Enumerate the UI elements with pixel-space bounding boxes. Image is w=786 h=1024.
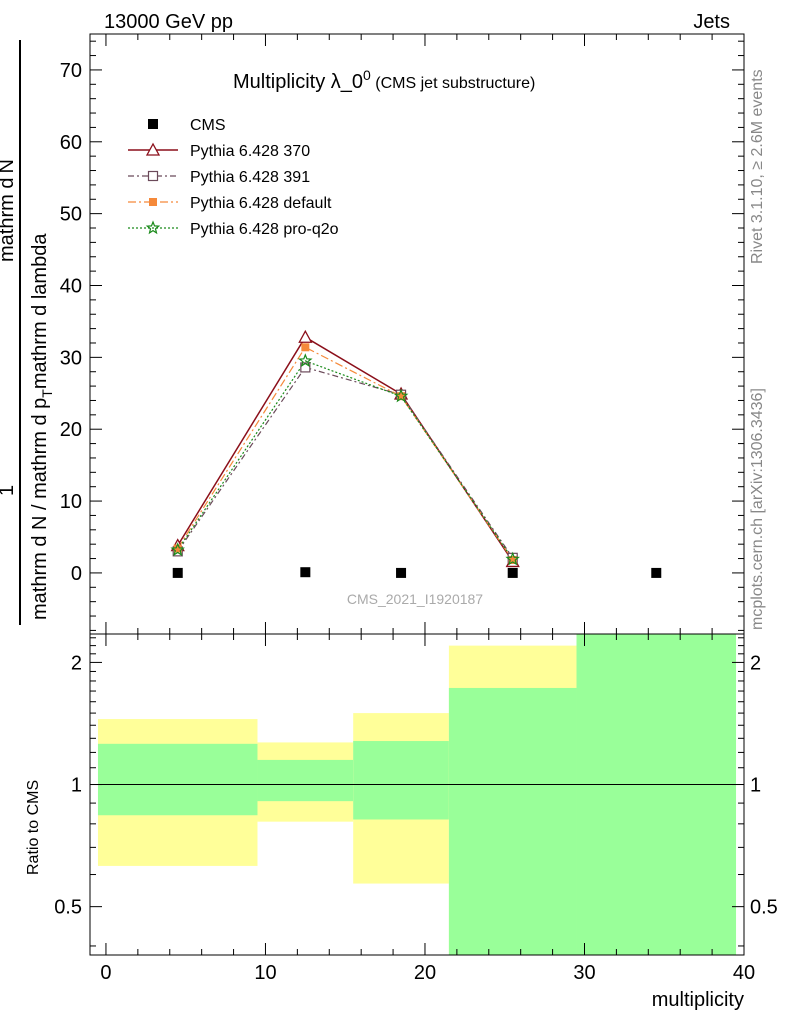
ratio-xtick-label: 30: [573, 962, 595, 984]
header-right: Jets: [693, 11, 730, 33]
ylabel-fraction-one: 1: [0, 485, 18, 496]
main-ytick-label: 10: [60, 491, 82, 513]
series-line-pythia-6-428-default: [177, 346, 514, 561]
ratio-xtick-label: 40: [733, 962, 755, 984]
ratio-xtick-label: 20: [414, 962, 436, 984]
legend-pythia-6-428-default-label: Pythia 6.428 default: [190, 195, 332, 212]
legend-pythia-6-428-391-marker: [147, 170, 159, 182]
point-pythia-6-428-default: [173, 544, 182, 553]
header-left: 13000 GeV pp: [104, 11, 233, 33]
ratio-xtick-label: 10: [254, 962, 276, 984]
ylabel-part-1: mathrm d N / mathrm d p: [29, 398, 51, 620]
rivet-label: Rivet 3.1.10, ≥ 2.6M events: [749, 69, 766, 264]
ratio-ytick-label: 2: [71, 652, 82, 674]
ratio-band-green: [576, 634, 737, 955]
point-pythia-6-428-default: [508, 555, 517, 564]
ylabel-frac-top-2: N: [0, 159, 18, 173]
ylabel-frac-top-1: mathrm d: [0, 178, 18, 262]
ratio-band-green: [448, 687, 577, 955]
point-pythia-6-428-pro-q2o: [170, 542, 185, 557]
series-line-pythia-6-428-391: [177, 366, 514, 559]
ylabel-part-2: mathrm d lambda: [29, 233, 51, 389]
ratio-frame: [89, 633, 745, 956]
plot-title-sup: 0: [363, 67, 371, 83]
ylabel-sub: T: [39, 389, 55, 398]
ratio-ytick-label: 0.5: [54, 897, 82, 919]
point-cms: [651, 567, 662, 578]
legend-pythia-6-428-pro-q2o-label: Pythia 6.428 pro-q2o: [190, 221, 339, 238]
legend-pythia-6-428-391-label: Pythia 6.428 391: [190, 169, 310, 186]
point-pythia-6-428-pro-q2o: [505, 551, 520, 566]
main-plot: 0 10 20 30 40 50 60 70: [60, 33, 745, 635]
series-line-pythia-6-428-370: [177, 336, 514, 562]
point-pythia-6-428-370: [298, 329, 313, 343]
ratio-ylabel: Ratio to CMS: [25, 780, 42, 875]
ratio-band-green: [353, 741, 449, 820]
main-ytick-label: 60: [60, 132, 82, 154]
plot-title: Multiplicity λ_00 (CMS jet substructure): [233, 67, 535, 93]
point-cms: [507, 567, 518, 578]
main-ytick-label: 30: [60, 347, 82, 369]
legend: CMS Pythia 6.428 370 Pythia 6.428 391 Pythi…: [128, 117, 339, 238]
plot-title-main: Multiplicity λ_0: [233, 71, 363, 93]
main-ytick-label: 20: [60, 419, 82, 441]
svg-text:mathrm d N / mathrm d pTmathrm: mathrm d N / mathrm d pTmathrm d lambda: [29, 233, 55, 620]
main-ytick-label: 0: [71, 563, 82, 585]
mcplots-label: mcplots.cern.ch [arXiv:1306.3436]: [749, 388, 766, 630]
point-pythia-6-428-default: [397, 392, 406, 401]
legend-pythia-6-428-pro-q2o-marker: [145, 220, 161, 235]
point-cms: [396, 567, 407, 578]
ratio-ytick-label-right: 0.5: [750, 897, 778, 919]
main-ytick-label: 70: [60, 60, 82, 82]
legend-cms-label: CMS: [190, 117, 226, 134]
ratio-band-green: [257, 759, 354, 802]
ratio-ytick-label-right: 2: [750, 652, 761, 674]
point-pythia-6-428-pro-q2o: [298, 353, 313, 368]
ratio-ytick-label: 1: [71, 775, 82, 797]
legend-pythia-6-428-370-marker: [145, 142, 161, 156]
analysis-watermark: CMS_2021_I1920187: [347, 591, 483, 607]
point-pythia-6-428-default: [301, 343, 310, 352]
main-ytick-label: 50: [60, 204, 82, 226]
main-ytick-label: 40: [60, 275, 82, 297]
series-line-pythia-6-428-pro-q2o: [177, 360, 514, 560]
main-ylabel: mathrm d N / mathrm d pTmathrm d lambda …: [0, 40, 55, 625]
point-cms: [172, 567, 183, 578]
point-pythia-6-428-pro-q2o: [393, 388, 409, 403]
legend-pythia-6-428-default-marker: [149, 198, 157, 206]
svg-text:mathrm dN: mathrm d N: [0, 159, 18, 262]
xlabel: multiplicity: [652, 989, 744, 1011]
point-cms: [300, 567, 311, 578]
ratio-band-green: [97, 743, 258, 816]
legend-pythia-6-428-370-label: Pythia 6.428 370: [190, 143, 310, 160]
plot-title-sub: (CMS jet substructure): [371, 75, 535, 92]
ratio-xtick-label: 0: [100, 962, 111, 984]
legend-cms-marker: [148, 119, 158, 129]
main-frame: [89, 33, 745, 635]
ratio-ytick-label-right: 1: [750, 775, 761, 797]
ratio-plot: 0.5 0.51 12 20 10 20 30 40: [54, 633, 778, 984]
